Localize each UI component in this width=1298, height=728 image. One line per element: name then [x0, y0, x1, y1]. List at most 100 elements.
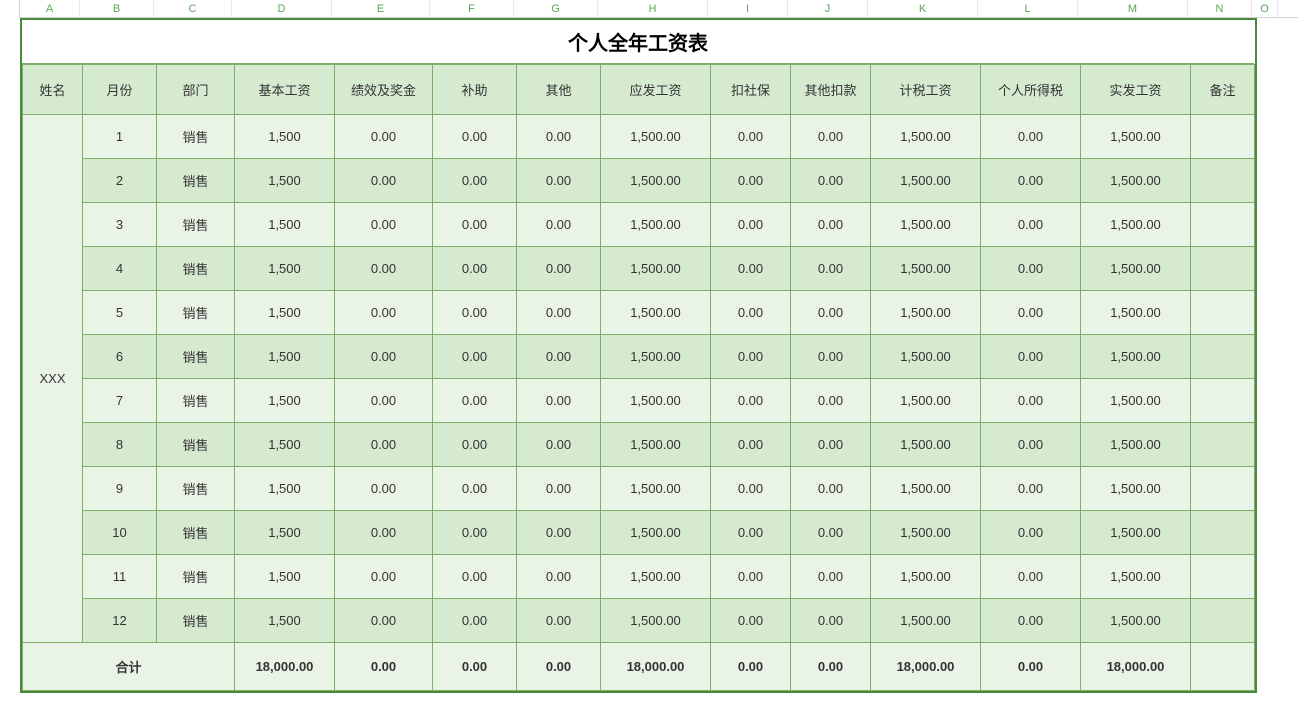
- column-header-J[interactable]: J: [788, 0, 868, 17]
- cell-other[interactable]: 0.00: [517, 555, 601, 599]
- cell-subsidy[interactable]: 0.00: [433, 599, 517, 643]
- cell-tax[interactable]: 0.00: [981, 291, 1081, 335]
- total-cell-perf[interactable]: 0.00: [335, 643, 433, 691]
- cell-taxable[interactable]: 1,500.00: [871, 247, 981, 291]
- cell-dept[interactable]: 销售: [157, 115, 235, 159]
- cell-perf[interactable]: 0.00: [335, 555, 433, 599]
- cell-other[interactable]: 0.00: [517, 115, 601, 159]
- cell-ss[interactable]: 0.00: [711, 203, 791, 247]
- table-header-cell[interactable]: 部门: [157, 65, 235, 115]
- cell-gross[interactable]: 1,500.00: [601, 335, 711, 379]
- table-header-cell[interactable]: 补助: [433, 65, 517, 115]
- column-header-I[interactable]: I: [708, 0, 788, 17]
- cell-taxable[interactable]: 1,500.00: [871, 115, 981, 159]
- cell-dept[interactable]: 销售: [157, 555, 235, 599]
- cell-perf[interactable]: 0.00: [335, 335, 433, 379]
- cell-other[interactable]: 0.00: [517, 467, 601, 511]
- table-header-cell[interactable]: 应发工资: [601, 65, 711, 115]
- total-cell-net[interactable]: 18,000.00: [1081, 643, 1191, 691]
- cell-subsidy[interactable]: 0.00: [433, 115, 517, 159]
- cell-subsidy[interactable]: 0.00: [433, 467, 517, 511]
- cell-tax[interactable]: 0.00: [981, 335, 1081, 379]
- cell-dept[interactable]: 销售: [157, 511, 235, 555]
- cell-other[interactable]: 0.00: [517, 379, 601, 423]
- cell-gross[interactable]: 1,500.00: [601, 291, 711, 335]
- table-header-cell[interactable]: 月份: [83, 65, 157, 115]
- cell-subsidy[interactable]: 0.00: [433, 511, 517, 555]
- cell-taxable[interactable]: 1,500.00: [871, 423, 981, 467]
- cell-gross[interactable]: 1,500.00: [601, 599, 711, 643]
- table-header-cell[interactable]: 计税工资: [871, 65, 981, 115]
- column-header-C[interactable]: C: [154, 0, 232, 17]
- cell-tax[interactable]: 0.00: [981, 467, 1081, 511]
- cell-dept[interactable]: 销售: [157, 467, 235, 511]
- cell-note[interactable]: [1191, 599, 1255, 643]
- cell-base[interactable]: 1,500: [235, 423, 335, 467]
- cell-perf[interactable]: 0.00: [335, 599, 433, 643]
- cell-base[interactable]: 1,500: [235, 379, 335, 423]
- total-cell-tax[interactable]: 0.00: [981, 643, 1081, 691]
- cell-perf[interactable]: 0.00: [335, 291, 433, 335]
- cell-base[interactable]: 1,500: [235, 291, 335, 335]
- cell-net[interactable]: 1,500.00: [1081, 203, 1191, 247]
- column-header-K[interactable]: K: [868, 0, 978, 17]
- cell-ss[interactable]: 0.00: [711, 159, 791, 203]
- cell-ded[interactable]: 0.00: [791, 511, 871, 555]
- cell-month[interactable]: 12: [83, 599, 157, 643]
- cell-base[interactable]: 1,500: [235, 115, 335, 159]
- column-header-M[interactable]: M: [1078, 0, 1188, 17]
- cell-ss[interactable]: 0.00: [711, 555, 791, 599]
- cell-ded[interactable]: 0.00: [791, 159, 871, 203]
- cell-tax[interactable]: 0.00: [981, 511, 1081, 555]
- cell-other[interactable]: 0.00: [517, 423, 601, 467]
- cell-net[interactable]: 1,500.00: [1081, 247, 1191, 291]
- column-header-E[interactable]: E: [332, 0, 430, 17]
- cell-net[interactable]: 1,500.00: [1081, 159, 1191, 203]
- cell-ded[interactable]: 0.00: [791, 467, 871, 511]
- cell-ss[interactable]: 0.00: [711, 511, 791, 555]
- cell-note[interactable]: [1191, 467, 1255, 511]
- cell-subsidy[interactable]: 0.00: [433, 555, 517, 599]
- cell-note[interactable]: [1191, 379, 1255, 423]
- cell-note[interactable]: [1191, 335, 1255, 379]
- column-header-A[interactable]: A: [20, 0, 80, 17]
- cell-ded[interactable]: 0.00: [791, 555, 871, 599]
- cell-net[interactable]: 1,500.00: [1081, 555, 1191, 599]
- cell-dept[interactable]: 销售: [157, 423, 235, 467]
- cell-ss[interactable]: 0.00: [711, 247, 791, 291]
- total-cell-ded[interactable]: 0.00: [791, 643, 871, 691]
- column-header-H[interactable]: H: [598, 0, 708, 17]
- cell-base[interactable]: 1,500: [235, 247, 335, 291]
- total-cell-base[interactable]: 18,000.00: [235, 643, 335, 691]
- cell-month[interactable]: 7: [83, 379, 157, 423]
- cell-perf[interactable]: 0.00: [335, 379, 433, 423]
- cell-gross[interactable]: 1,500.00: [601, 203, 711, 247]
- cell-ss[interactable]: 0.00: [711, 335, 791, 379]
- cell-dept[interactable]: 销售: [157, 291, 235, 335]
- column-header-F[interactable]: F: [430, 0, 514, 17]
- cell-month[interactable]: 2: [83, 159, 157, 203]
- total-cell-taxable[interactable]: 18,000.00: [871, 643, 981, 691]
- cell-other[interactable]: 0.00: [517, 511, 601, 555]
- cell-gross[interactable]: 1,500.00: [601, 379, 711, 423]
- cell-subsidy[interactable]: 0.00: [433, 335, 517, 379]
- cell-ded[interactable]: 0.00: [791, 203, 871, 247]
- cell-subsidy[interactable]: 0.00: [433, 423, 517, 467]
- cell-gross[interactable]: 1,500.00: [601, 247, 711, 291]
- cell-month[interactable]: 10: [83, 511, 157, 555]
- cell-ss[interactable]: 0.00: [711, 599, 791, 643]
- cell-month[interactable]: 5: [83, 291, 157, 335]
- cell-note[interactable]: [1191, 247, 1255, 291]
- cell-perf[interactable]: 0.00: [335, 423, 433, 467]
- cell-tax[interactable]: 0.00: [981, 247, 1081, 291]
- cell-base[interactable]: 1,500: [235, 335, 335, 379]
- cell-note[interactable]: [1191, 203, 1255, 247]
- cell-dept[interactable]: 销售: [157, 159, 235, 203]
- total-cell-ss[interactable]: 0.00: [711, 643, 791, 691]
- cell-tax[interactable]: 0.00: [981, 159, 1081, 203]
- table-header-cell[interactable]: 个人所得税: [981, 65, 1081, 115]
- cell-dept[interactable]: 销售: [157, 599, 235, 643]
- cell-net[interactable]: 1,500.00: [1081, 423, 1191, 467]
- column-header-G[interactable]: G: [514, 0, 598, 17]
- cell-taxable[interactable]: 1,500.00: [871, 467, 981, 511]
